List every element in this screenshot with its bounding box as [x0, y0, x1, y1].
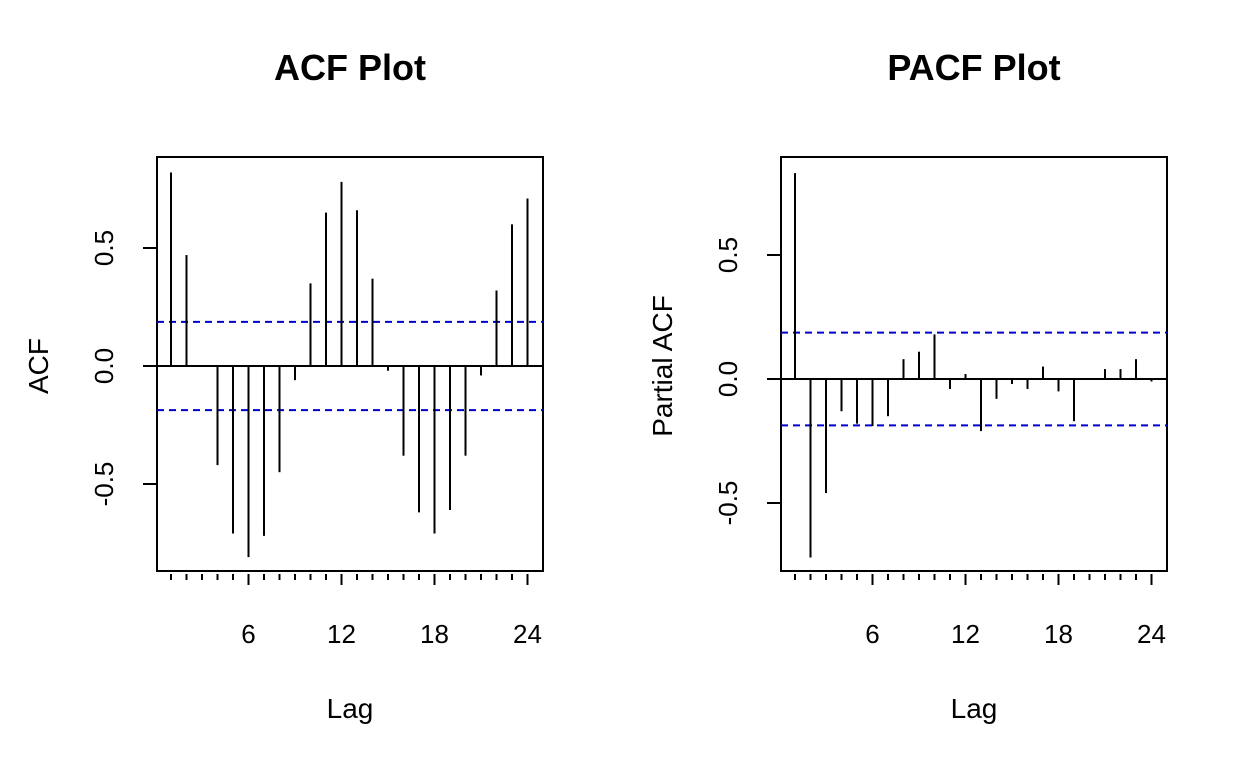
- pacf-plot-frame: [780, 156, 1168, 572]
- pacf-panel: PACF Plot Lag Partial ACF 6 12 18 24 -0.5 0.0…: [647, 47, 1168, 724]
- acf-panel: ACF Plot Lag ACF 6 12 18 24 -0.5 0.0 0.5: [23, 47, 544, 724]
- pacf-title: PACF Plot: [887, 47, 1060, 88]
- pacf-marks: 6 12 18 24 -0.5 0.0 0.5: [713, 173, 1167, 649]
- acf-y-axis-label: ACF: [23, 338, 54, 394]
- acf-x-tick-label-12: 12: [327, 619, 356, 649]
- acf-y-tick-label-1: 0.0: [89, 348, 119, 384]
- pacf-y-tick-label-2: 0.5: [713, 237, 743, 273]
- acf-y-tick-label-0: -0.5: [89, 462, 119, 507]
- pacf-y-tick-label-0: -0.5: [713, 481, 743, 526]
- acf-y-tick-label-2: 0.5: [89, 230, 119, 266]
- pacf-x-tick-label-6: 6: [865, 619, 879, 649]
- pacf-y-axis-label: Partial ACF: [647, 295, 678, 437]
- pacf-x-tick-label-18: 18: [1044, 619, 1073, 649]
- acf-x-tick-label-24: 24: [513, 619, 542, 649]
- acf-marks: 6 12 18 24 -0.5 0.0 0.5: [89, 172, 543, 649]
- acf-plot-frame: [156, 156, 544, 572]
- acf-x-axis-label: Lag: [327, 693, 374, 724]
- pacf-x-axis-label: Lag: [951, 693, 998, 724]
- pacf-x-tick-label-12: 12: [951, 619, 980, 649]
- acf-x-tick-label-6: 6: [241, 619, 255, 649]
- pacf-y-tick-label-1: 0.0: [713, 361, 743, 397]
- acf-title: ACF Plot: [274, 47, 426, 88]
- pacf-x-tick-label-24: 24: [1137, 619, 1166, 649]
- acf-x-tick-label-18: 18: [420, 619, 449, 649]
